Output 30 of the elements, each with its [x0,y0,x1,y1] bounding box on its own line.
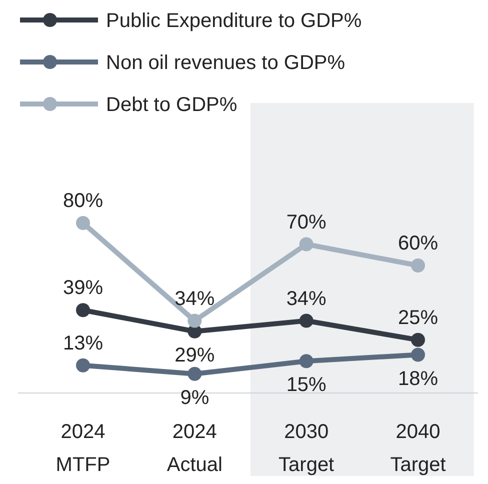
x-tick-label: 2030 Target [278,421,335,476]
point [76,216,90,230]
data-label: 25% [398,306,438,329]
point [76,358,90,372]
x-tick-label: 2024 Actual [166,421,222,476]
point [411,258,425,272]
x-tick-label: 2024 MTFP [56,421,110,476]
data-label: 39% [62,277,104,300]
data-label: 34% [286,288,327,310]
data-label: 34% [174,288,215,310]
data-label: 18% [398,368,438,390]
data-label: 9% [180,386,210,409]
legend-label: Public Expenditure to GDP% [106,10,362,32]
data-label: 13% [62,332,104,354]
point [188,314,202,328]
legend-label: Non oil revenues to GDP% [106,52,346,74]
point [76,303,90,318]
point [411,332,425,347]
point [299,354,314,368]
legend-label: Debt to GDP% [106,94,238,116]
point [299,237,314,252]
point [411,348,425,362]
data-label: 60% [398,232,438,254]
point [188,366,202,381]
data-label: 15% [286,374,327,396]
x-tick-label: 2040 Target [390,421,446,476]
data-label: 80% [62,190,104,212]
data-label: 70% [286,211,327,234]
point [299,314,314,328]
data-label: 29% [174,344,215,366]
